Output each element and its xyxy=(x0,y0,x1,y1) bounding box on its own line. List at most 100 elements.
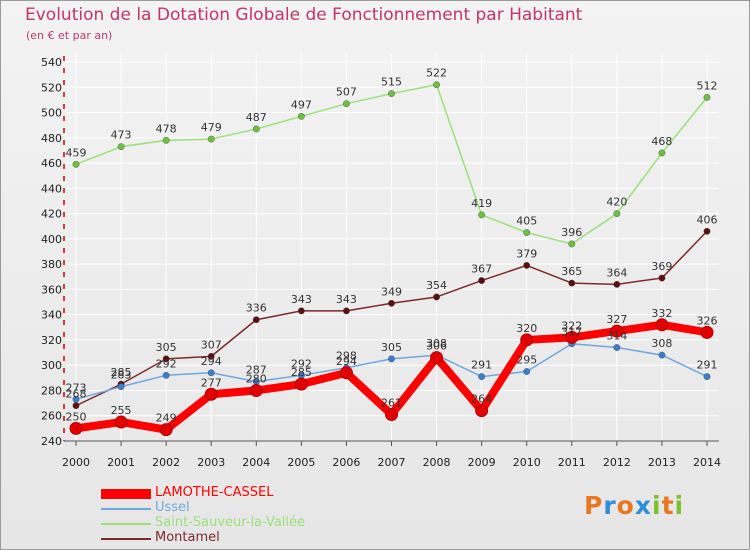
legend-swatch xyxy=(101,538,151,540)
logo-letter: i xyxy=(652,491,662,520)
data-point-montamel xyxy=(72,402,80,410)
data-label-lamothe-cassel: 264 xyxy=(471,393,492,406)
data-label-lamothe-cassel: 255 xyxy=(111,404,132,417)
y-tick-label: 500 xyxy=(41,107,62,120)
legend-label: LAMOTHE-CASSEL xyxy=(155,485,274,500)
series-montamel xyxy=(72,227,711,410)
legend-swatch xyxy=(101,508,151,510)
axes: 240 260 280 300 320 340 360 380 400 420 440 460 480 5… xyxy=(41,56,721,469)
logo-letter: t xyxy=(661,491,675,520)
data-label-ussel: 305 xyxy=(381,341,402,354)
data-point-ussel xyxy=(478,373,486,380)
x-tick-label: 2009 xyxy=(468,456,496,469)
x-tick-label: 2001 xyxy=(107,456,135,469)
data-point-montamel xyxy=(613,280,621,288)
data-point-montamel xyxy=(703,227,711,235)
data-point-lamothe-cassel xyxy=(69,421,83,435)
data-label-montamel: 365 xyxy=(561,265,582,278)
y-tick-label: 280 xyxy=(41,384,62,397)
data-point-montamel xyxy=(388,299,395,307)
data-point-lamothe-cassel xyxy=(249,383,263,397)
data-point-montamel xyxy=(478,277,486,284)
data-point-montamel xyxy=(162,355,170,363)
y-tick-label: 440 xyxy=(41,182,62,195)
data-point-lamothe-cassel xyxy=(114,415,128,429)
data-point-ussel xyxy=(658,351,666,359)
data-label-ussel: 292 xyxy=(291,357,312,370)
data-point-ussel xyxy=(613,344,621,351)
data-label-montamel: 349 xyxy=(381,285,402,298)
y-tick-label: 260 xyxy=(41,410,62,423)
data-label-montamel: 364 xyxy=(606,266,627,279)
data-point-saint-sauveur-la-vall-e xyxy=(117,143,125,151)
legend-label: Saint-Sauveur-la-Vallée xyxy=(155,515,306,530)
y-tick-label: 520 xyxy=(41,81,62,94)
data-point-saint-sauveur-la-vall-e xyxy=(162,136,170,144)
data-point-saint-sauveur-la-vall-e xyxy=(388,90,395,97)
data-label-ussel: 295 xyxy=(516,354,537,367)
x-tick-label: 2011 xyxy=(558,456,586,469)
data-label-ussel: 308 xyxy=(426,337,447,350)
data-point-ussel xyxy=(117,383,125,391)
y-tick-label: 320 xyxy=(41,334,62,347)
data-point-saint-sauveur-la-vall-e xyxy=(658,149,666,157)
x-tick-label: 2008 xyxy=(423,456,451,469)
data-point-saint-sauveur-la-vall-e xyxy=(523,229,531,236)
x-tick-label: 2005 xyxy=(287,456,315,469)
legend-swatch xyxy=(101,523,151,525)
data-label-montamel: 268 xyxy=(66,388,87,401)
data-label-saint-sauveur-la-vall-e: 473 xyxy=(111,129,132,142)
data-label-saint-sauveur-la-vall-e: 507 xyxy=(336,86,357,99)
x-tick-label: 2003 xyxy=(197,456,225,469)
data-label-montamel: 406 xyxy=(697,213,718,226)
data-point-lamothe-cassel xyxy=(430,351,444,365)
data-label-lamothe-cassel: 306 xyxy=(426,340,447,353)
logo-letter: x xyxy=(634,491,652,520)
x-tick-label: 2007 xyxy=(378,456,406,469)
data-label-saint-sauveur-la-vall-e: 459 xyxy=(66,146,87,159)
data-point-montamel xyxy=(252,316,260,324)
data-label-montamel: 305 xyxy=(156,341,177,354)
y-tick-label: 380 xyxy=(41,258,62,271)
data-point-saint-sauveur-la-vall-e xyxy=(433,81,440,89)
legend-swatch xyxy=(101,489,151,499)
data-label-saint-sauveur-la-vall-e: 405 xyxy=(516,215,537,228)
data-point-ussel xyxy=(72,395,80,403)
x-tick-label: 2006 xyxy=(332,456,360,469)
data-label-lamothe-cassel: 261 xyxy=(381,396,402,409)
data-label-montamel: 336 xyxy=(246,302,267,315)
legend-label: Ussel xyxy=(155,500,190,515)
data-label-ussel: 308 xyxy=(651,337,672,350)
data-label-ussel: 292 xyxy=(156,357,177,370)
series-lamothe-cassel xyxy=(69,318,714,437)
proxiti-logo: Proxiti xyxy=(584,491,684,520)
data-label-montamel: 369 xyxy=(651,260,672,273)
data-label-lamothe-cassel: 322 xyxy=(561,319,582,332)
data-label-montamel: 285 xyxy=(111,366,132,379)
data-point-ussel xyxy=(207,369,215,377)
x-tick-label: 2010 xyxy=(513,456,541,469)
data-label-saint-sauveur-la-vall-e: 522 xyxy=(426,67,447,80)
data-label-ussel: 314 xyxy=(606,330,627,343)
data-point-lamothe-cassel xyxy=(204,387,218,401)
data-label-ussel: 317 xyxy=(561,326,582,339)
y-tick-label: 480 xyxy=(41,132,62,145)
logo-letter: o xyxy=(616,491,635,520)
data-point-montamel xyxy=(343,307,350,315)
data-label-saint-sauveur-la-vall-e: 497 xyxy=(291,98,312,111)
data-label-lamothe-cassel: 277 xyxy=(201,376,222,389)
data-label-lamothe-cassel: 326 xyxy=(697,314,718,327)
data-point-ussel xyxy=(162,371,170,379)
data-point-saint-sauveur-la-vall-e xyxy=(207,135,215,143)
y-tick-label: 460 xyxy=(41,157,62,170)
data-point-montamel xyxy=(297,307,305,315)
chart-title: Evolution de la Dotation Globale de Fonc… xyxy=(25,5,583,25)
data-label-saint-sauveur-la-vall-e: 468 xyxy=(651,135,672,148)
x-tick-label: 2000 xyxy=(62,456,90,469)
data-label-lamothe-cassel: 249 xyxy=(156,412,177,425)
data-label-ussel: 294 xyxy=(201,355,222,368)
data-point-saint-sauveur-la-vall-e xyxy=(343,100,350,108)
data-point-montamel xyxy=(658,274,666,282)
